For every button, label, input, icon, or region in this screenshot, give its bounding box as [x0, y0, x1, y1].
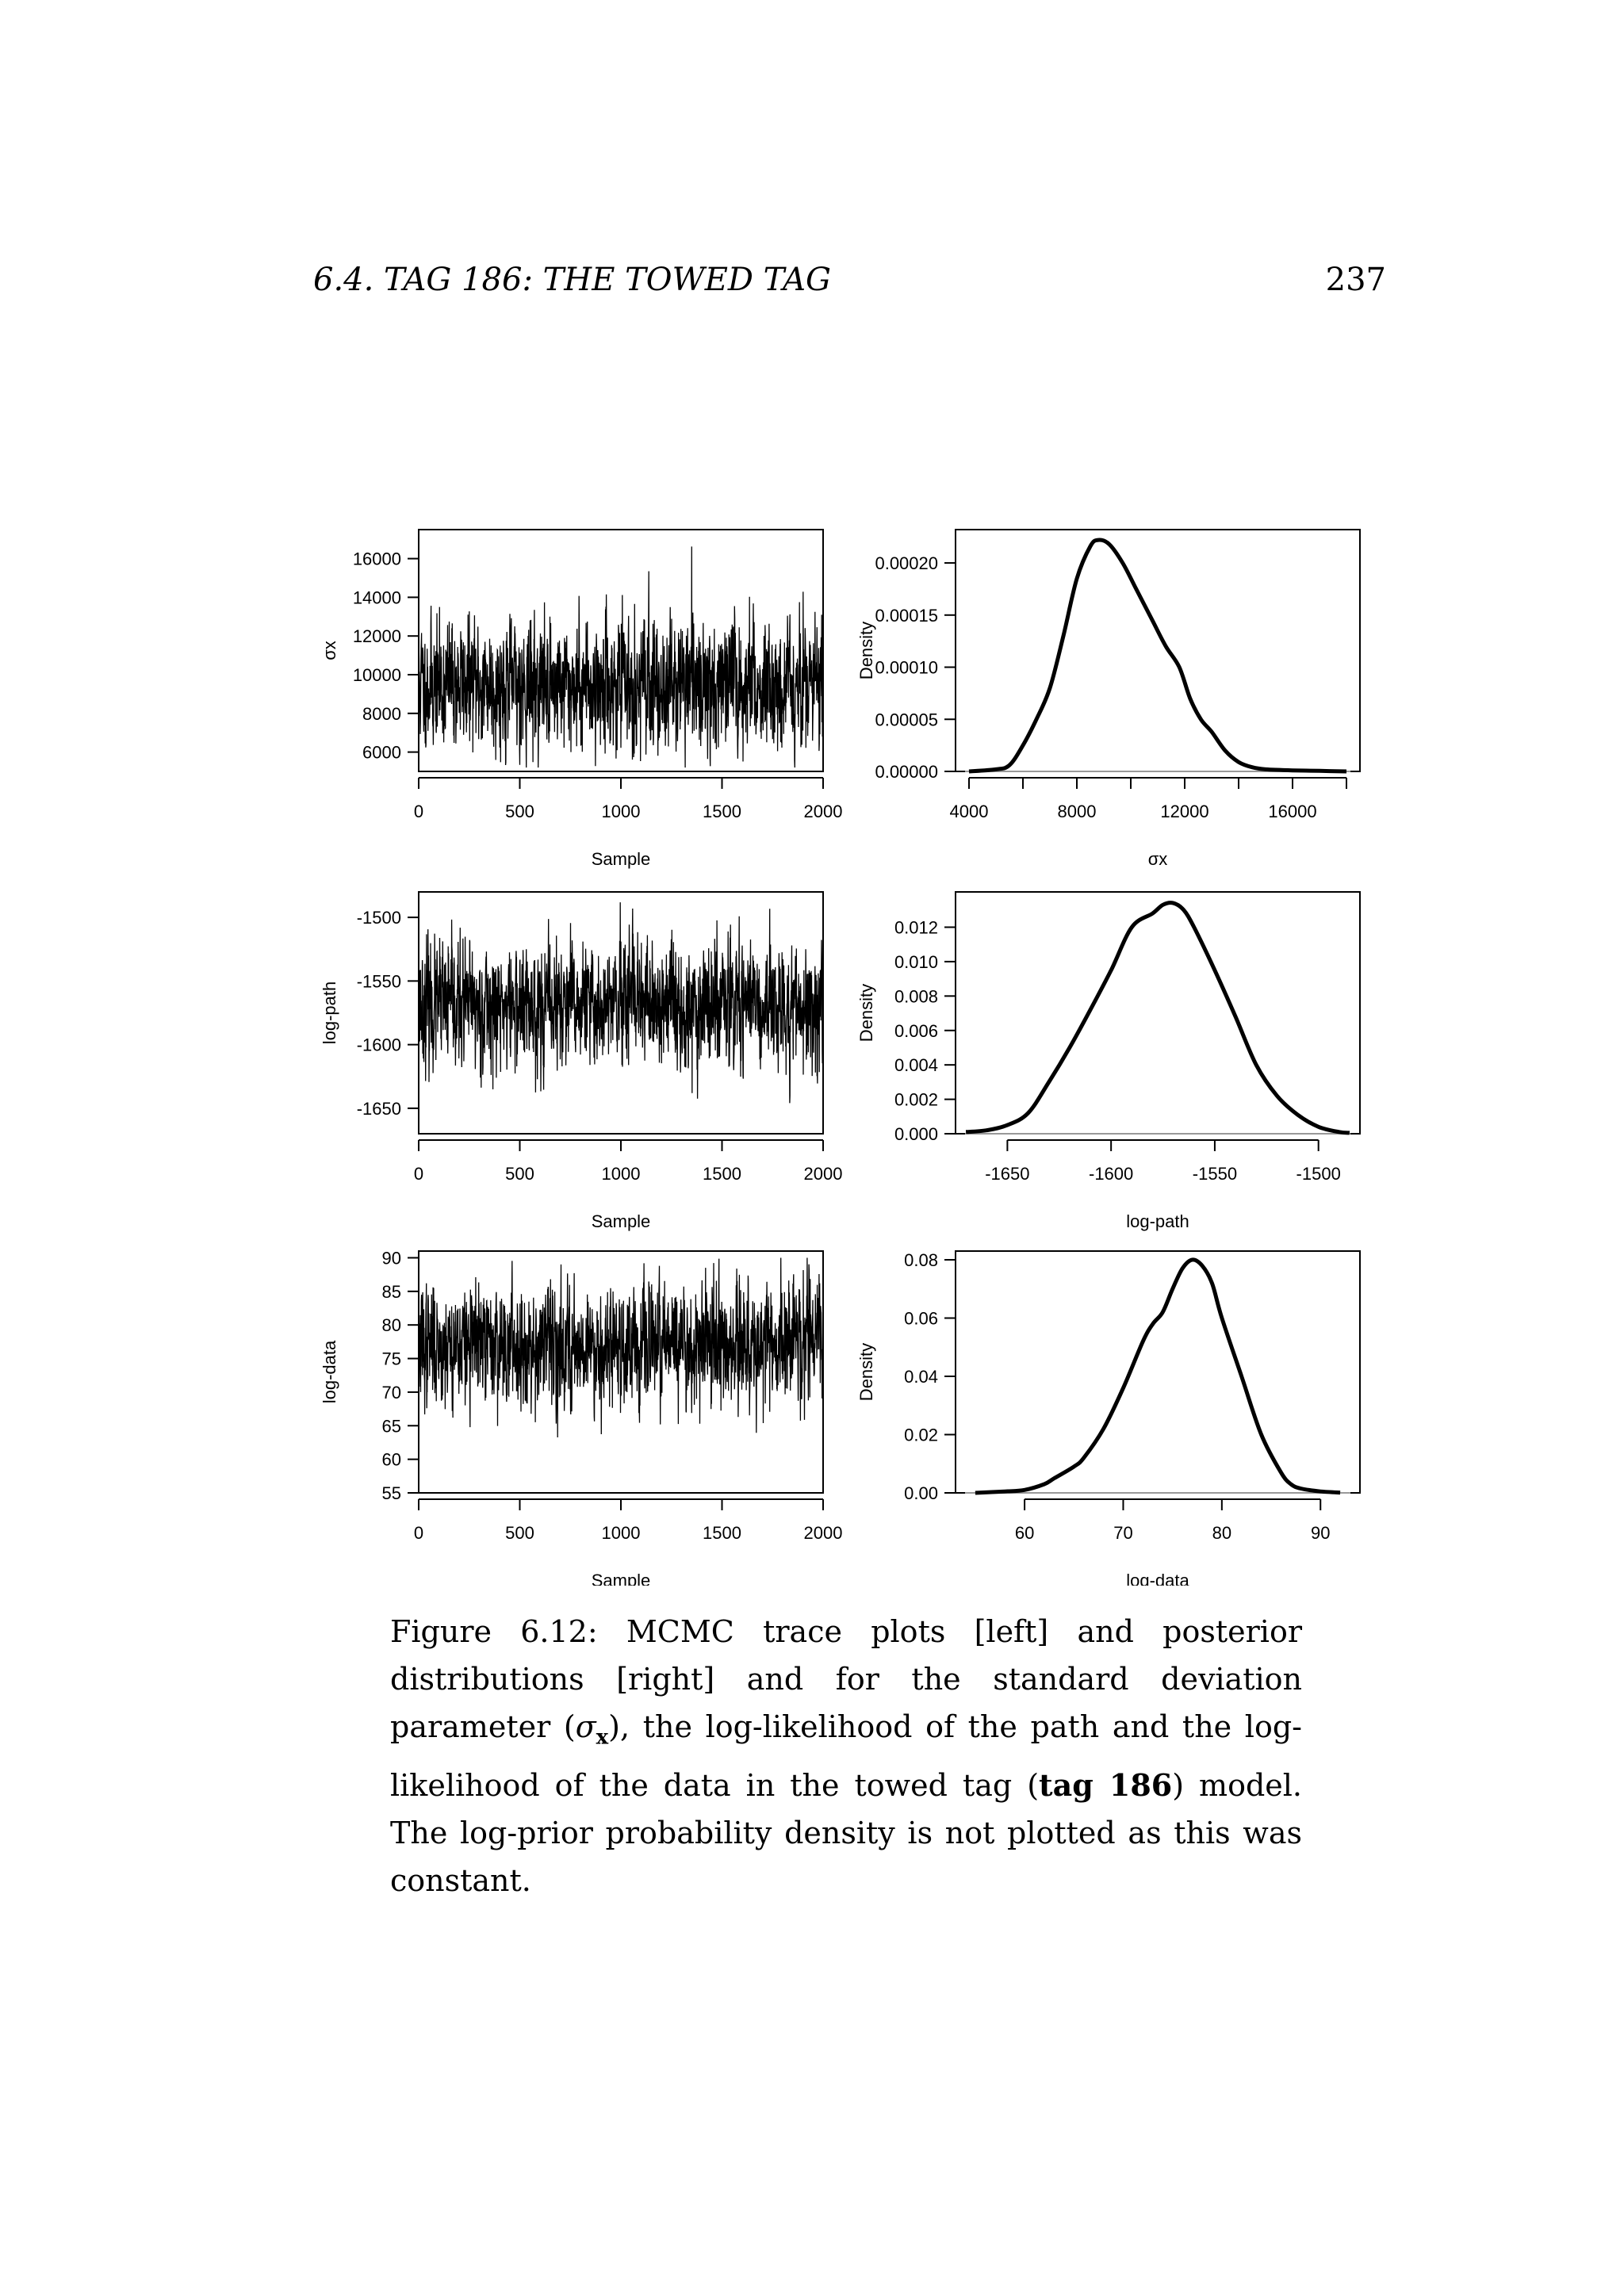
logpath-density-density-curve: [966, 903, 1350, 1133]
sigma-density-xtick-label: 12000: [1160, 802, 1208, 821]
logdata-trace-ytick-label: 55: [382, 1483, 401, 1503]
logpath-trace-xtick-label: 0: [414, 1164, 423, 1184]
logpath-density-ytick-label: 0.010: [894, 952, 938, 972]
logdata-density-ytick-label: 0.06: [904, 1309, 938, 1329]
logpath-trace-series-line: [419, 902, 823, 1103]
logdata-trace-xtick-label: 1000: [602, 1523, 641, 1543]
sigma-trace-ytick-label: 16000: [353, 549, 401, 569]
logdata-trace-ytick-label: 70: [382, 1383, 401, 1402]
logdata-density-ytick-label: 0.02: [904, 1425, 938, 1445]
logdata-density-xtick-label: 80: [1212, 1523, 1231, 1543]
logdata-density-xtick-label: 90: [1311, 1523, 1330, 1543]
logpath-density-xlabel: log-path: [1126, 1211, 1189, 1231]
sigma-density-ytick-label: 0.00010: [875, 658, 938, 678]
logdata-trace-ylabel: log-data: [320, 1340, 339, 1403]
sigma-trace-xlabel: Sample: [592, 849, 651, 869]
logdata-density-panel: 0.00 0.02 0.04 0.06 0.08 60 70 80 90 log-data Dens…: [856, 1250, 1360, 1586]
logpath-trace-ytick-label: -1600: [357, 1035, 401, 1055]
sigma-trace-ylabel: σx: [320, 641, 339, 660]
sigma-density-ylabel: Density: [856, 622, 876, 679]
sigma-density-ytick-label: 0.00015: [875, 606, 938, 626]
logpath-trace-xtick-label: 1500: [703, 1164, 741, 1184]
caption-bold-tag: tag 186: [1039, 1767, 1172, 1803]
logdata-density-ytick-label: 0.08: [904, 1250, 938, 1270]
logdata-density-density-curve: [975, 1260, 1340, 1493]
logpath-trace-xtick-label: 2000: [804, 1164, 843, 1184]
logdata-density-xtick-label: 60: [1015, 1523, 1034, 1543]
sigma-density-density-curve: [969, 540, 1346, 771]
logpath-density-ylabel: Density: [856, 984, 876, 1042]
logpath-trace-ytick-label: -1500: [357, 908, 401, 928]
logdata-trace-ytick-label: 65: [382, 1416, 401, 1436]
logdata-trace-series-line: [419, 1258, 823, 1438]
logdata-trace-xtick-label: 2000: [804, 1523, 843, 1543]
logdata-density-ytick-label: 0.00: [904, 1483, 938, 1503]
logdata-trace-ytick-label: 80: [382, 1315, 401, 1335]
sigma-density-ytick-label: 0.00020: [875, 553, 938, 573]
sigma-trace-ytick-label: 6000: [362, 743, 401, 763]
sigma-density-ytick-label: 0.00005: [875, 710, 938, 729]
sigma-trace-xtick-label: 1500: [703, 802, 741, 821]
logpath-trace-panel: -1650 -1600 -1550 -1500 0 500 1000 1500 2000 Samp…: [320, 892, 842, 1231]
figure-caption: Figure 6.12: MCMC trace plots [left] and…: [390, 1608, 1302, 1904]
logpath-trace-xtick-label: 500: [505, 1164, 534, 1184]
sigma-density-xtick-label: 8000: [1058, 802, 1097, 821]
caption-symbol-subscript: x: [596, 1726, 609, 1750]
logpath-density-xtick-label: -1550: [1193, 1164, 1237, 1184]
logpath-trace-ylabel: log-path: [320, 982, 339, 1045]
logpath-density-ytick-label: 0.008: [894, 986, 938, 1006]
sigma-density-panel: 0.00000 0.00005 0.00010 0.00015 0.00020 4000 8…: [856, 530, 1360, 869]
logdata-trace-panel: 55 60 65 70 75 80 85 90 0 500 1000 1500 2000 Sample lo…: [320, 1248, 842, 1586]
sigma-density-frame: [956, 530, 1360, 771]
sigma-trace-ytick-label: 12000: [353, 626, 401, 646]
sigma-density-ytick-label: 0.00000: [875, 762, 938, 782]
logdata-density-frame: [956, 1251, 1360, 1493]
logpath-density-xtick-label: -1650: [985, 1164, 1029, 1184]
logpath-density-ytick-label: 0.012: [894, 918, 938, 938]
sigma-trace-panel: 6000 8000 10000 12000 14000 16000 0 500 1000 1500…: [320, 530, 842, 869]
sigma-trace-xtick-label: 0: [414, 802, 423, 821]
sigma-trace-series-line: [419, 546, 823, 767]
logdata-trace-ytick-label: 60: [382, 1450, 401, 1470]
logpath-density-frame: [956, 892, 1360, 1134]
sigma-trace-ytick-label: 14000: [353, 587, 401, 607]
logpath-trace-ytick-label: -1650: [357, 1099, 401, 1119]
logdata-trace-xtick-label: 1500: [703, 1523, 741, 1543]
logdata-trace-frame: [419, 1251, 823, 1493]
logdata-trace-xtick-label: 0: [414, 1523, 423, 1543]
sigma-trace-ytick-label: 8000: [362, 704, 401, 724]
logpath-trace-ytick-label: -1550: [357, 971, 401, 991]
logpath-density-ytick-label: 0.004: [894, 1055, 938, 1075]
logdata-density-xlabel: log-data: [1126, 1571, 1189, 1586]
logdata-trace-xtick-label: 500: [505, 1523, 534, 1543]
sigma-trace-xtick-label: 2000: [804, 802, 843, 821]
logdata-trace-xlabel: Sample: [592, 1571, 651, 1586]
logpath-density-xtick-label: -1500: [1297, 1164, 1341, 1184]
logpath-trace-xtick-label: 1000: [602, 1164, 641, 1184]
logpath-density-ytick-label: 0.000: [894, 1124, 938, 1144]
sigma-density-xtick-label: 16000: [1268, 802, 1316, 821]
sigma-trace-xtick-label: 1000: [602, 802, 641, 821]
caption-symbol: σ: [576, 1709, 596, 1744]
logdata-density-ylabel: Density: [856, 1343, 876, 1401]
logpath-density-xtick-label: -1600: [1089, 1164, 1133, 1184]
sigma-density-xlabel: σx: [1148, 849, 1168, 869]
sigma-trace-xtick-label: 500: [505, 802, 534, 821]
logdata-trace-ytick-label: 85: [382, 1282, 401, 1302]
logpath-density-panel: 0.000 0.002 0.004 0.006 0.008 0.010 0.012 -1650…: [856, 892, 1360, 1231]
sigma-density-xtick-label: 4000: [950, 802, 989, 821]
logdata-density-xtick-label: 70: [1113, 1523, 1132, 1543]
sigma-trace-ytick-label: 10000: [353, 665, 401, 685]
logdata-density-ytick-label: 0.04: [904, 1367, 938, 1387]
logdata-trace-ytick-label: 90: [382, 1248, 401, 1268]
logpath-density-ytick-label: 0.006: [894, 1021, 938, 1041]
logdata-trace-ytick-label: 75: [382, 1349, 401, 1369]
logpath-density-ytick-label: 0.002: [894, 1090, 938, 1110]
logpath-trace-xlabel: Sample: [592, 1211, 651, 1231]
